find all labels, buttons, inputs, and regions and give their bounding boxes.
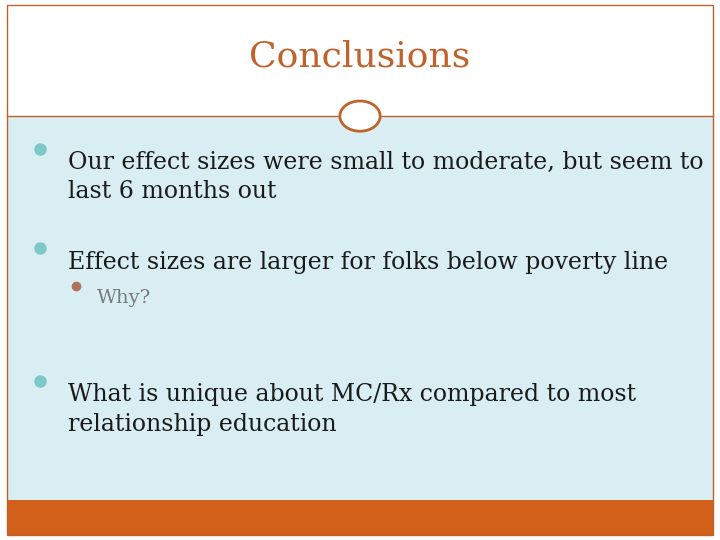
Text: Conclusions: Conclusions <box>249 40 471 73</box>
Text: Our effect sizes were small to moderate, but seem to
last 6 months out: Our effect sizes were small to moderate,… <box>68 151 704 204</box>
Text: Why?: Why? <box>97 289 151 307</box>
Text: Effect sizes are larger for folks below poverty line: Effect sizes are larger for folks below … <box>68 251 669 274</box>
Text: What is unique about MC/Rx compared to most
relationship education: What is unique about MC/Rx compared to m… <box>68 383 636 436</box>
FancyBboxPatch shape <box>7 5 713 116</box>
Circle shape <box>340 101 380 131</box>
FancyBboxPatch shape <box>7 116 713 500</box>
FancyBboxPatch shape <box>7 500 713 535</box>
